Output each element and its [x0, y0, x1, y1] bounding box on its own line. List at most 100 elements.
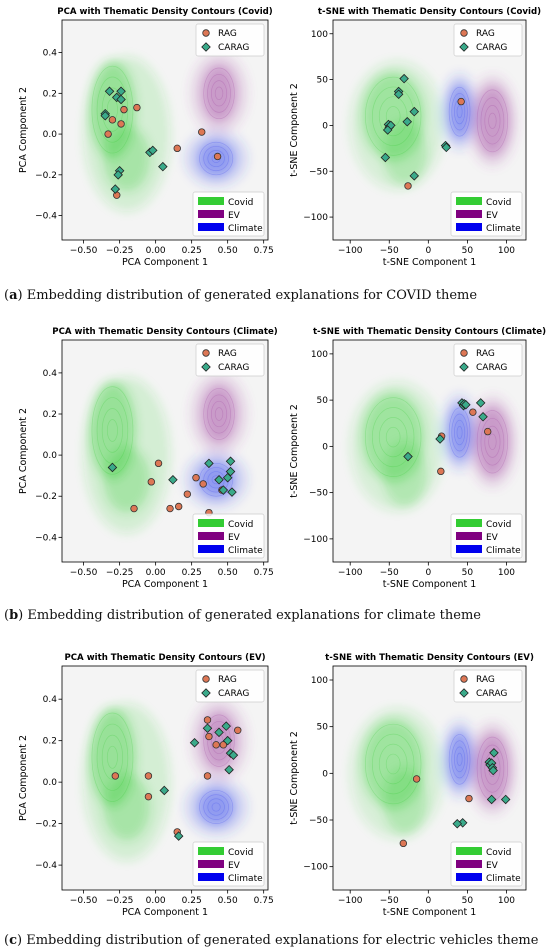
legend-theme-swatch [456, 210, 482, 218]
carag-point [382, 125, 393, 135]
legend-theme-swatch [198, 519, 224, 527]
y-tick-label: 0.0 [43, 451, 58, 461]
rag-point [212, 741, 220, 749]
blue-density [440, 73, 479, 151]
chart-panel: −100 −50 0 50 100 −100 −50 0 50 100 t-SNE with The… [289, 653, 534, 918]
legend-label: Climate [486, 224, 521, 234]
contour-ring [456, 105, 463, 119]
caption-b: (b) Embedding distribution of generated … [4, 608, 481, 623]
contour-ring [203, 145, 229, 172]
density-contours [350, 708, 518, 839]
legend-label: Covid [228, 848, 253, 858]
chart-panel: −0.50 −0.25 0.00 0.25 0.50 0.75 −0.4 −0.2 0.0 0.2… [18, 7, 274, 268]
data-points [380, 73, 465, 190]
y-axis-label: PCA Component 2 [18, 87, 29, 173]
contour-ring [207, 394, 231, 434]
chart-panel: −100 −50 0 50 100 −100 −50 0 50 100 t-SNE with The… [289, 7, 541, 268]
rag-point [203, 716, 212, 724]
x-tick-label: 50 [462, 246, 474, 256]
carag-point [224, 764, 234, 775]
legend-label: RAG [476, 349, 495, 359]
carag-point [488, 765, 498, 776]
x-tick-label: 0.00 [146, 896, 166, 906]
blue-density [440, 393, 479, 472]
x-tick-label: −0.50 [70, 568, 98, 578]
contour-ring [91, 386, 134, 475]
contour-ring [365, 76, 422, 156]
blue-density [440, 720, 479, 799]
legend-carag-marker [201, 362, 211, 372]
legend-themes: Covid EV Climate [192, 513, 265, 559]
contour-ring [371, 86, 415, 146]
carag-point [486, 794, 497, 805]
legend-carag-marker [459, 688, 469, 698]
axes-frame [61, 665, 269, 891]
y-tick-label: 100 [311, 676, 328, 686]
rag-point [173, 144, 181, 153]
legend-themes: Covid EV Climate [450, 841, 523, 887]
contour-ring [456, 425, 463, 440]
chart-panel: −0.50 −0.25 0.00 0.25 0.50 0.75 −0.4 −0.2 0.0 0.2… [18, 327, 278, 590]
purple-density [190, 699, 248, 783]
x-tick-label: −100 [338, 568, 363, 578]
carag-point [113, 170, 123, 180]
legend-rag-marker [202, 29, 210, 37]
contour-ring [207, 798, 225, 816]
x-tick-label: 0.25 [182, 568, 202, 578]
carag-point [399, 73, 409, 84]
legend-box [195, 343, 265, 377]
carag-point [402, 116, 412, 127]
x-tick-label: 100 [498, 896, 515, 906]
y-axis-label: t-SNE Component 2 [289, 404, 300, 498]
legend-box [195, 669, 265, 703]
legend-points: RAG CARAG [453, 343, 523, 377]
contour-ring [210, 400, 228, 428]
legend-rag-marker [460, 675, 468, 683]
y-tick-label: −0.4 [35, 212, 57, 222]
carag-point [222, 472, 233, 483]
carag-point [116, 94, 126, 105]
chart-title: t-SNE with Thematic Density Contours (Co… [318, 7, 541, 17]
blue-density [184, 778, 248, 837]
rag-point [108, 116, 117, 124]
legend-points: RAG CARAG [453, 23, 523, 57]
legend-label: Climate [486, 874, 521, 884]
legend-label: Covid [486, 198, 511, 208]
x-tick-label: 100 [498, 568, 515, 578]
x-tick-label: −0.25 [106, 896, 134, 906]
axes-frame [61, 339, 269, 563]
contour-ring [480, 97, 505, 145]
rag-point [213, 152, 222, 161]
legend-carag-marker [459, 362, 469, 372]
legend-theme-swatch [198, 223, 224, 231]
legend-themes: Covid EV Climate [192, 191, 265, 237]
y-axis-label: PCA Component 2 [18, 408, 29, 494]
rag-point [174, 502, 183, 511]
rag-point [199, 480, 207, 488]
legend-label: EV [228, 861, 241, 871]
caption-a: (a) Embedding distribution of generated … [4, 288, 478, 303]
carag-point [435, 434, 445, 444]
legend-label: CARAG [476, 363, 507, 373]
y-tick-label: 0.2 [43, 89, 57, 99]
chart-panel: −0.50 −0.25 0.00 0.25 0.50 0.75 −0.4 −0.2 0.0 0.2… [18, 653, 274, 918]
contour-ring [378, 96, 408, 137]
x-tick-label: −0.25 [106, 568, 134, 578]
rag-point [117, 120, 125, 128]
x-tick-label: −100 [338, 246, 363, 256]
contour-ring [476, 89, 509, 153]
legend-theme-swatch [198, 873, 224, 881]
data-points [111, 716, 242, 841]
x-tick-label: −0.50 [70, 896, 98, 906]
contour-ring [91, 712, 134, 802]
legend-theme-swatch [456, 847, 482, 855]
carag-point [225, 456, 236, 467]
contour-ring [210, 80, 228, 107]
contour-ring [480, 417, 505, 466]
y-tick-label: 0.4 [43, 49, 58, 59]
contour-ring [378, 743, 408, 785]
contour-ring [106, 419, 118, 442]
legend-label: Climate [228, 224, 263, 234]
legend-rag-marker [460, 29, 468, 37]
rag-point [130, 504, 138, 513]
